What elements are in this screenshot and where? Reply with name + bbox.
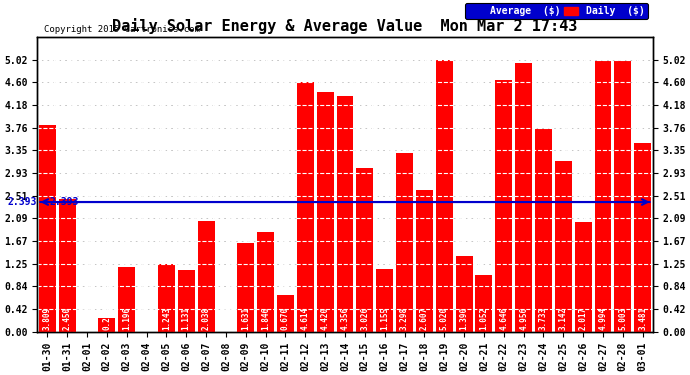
Text: 5.020: 5.020 — [440, 306, 449, 330]
Text: 4.420: 4.420 — [321, 306, 330, 330]
Text: 0.248: 0.248 — [102, 306, 111, 330]
Bar — [257, 232, 274, 332]
Bar — [515, 63, 532, 332]
Bar — [535, 129, 552, 332]
Bar — [237, 243, 254, 332]
Text: 1.052: 1.052 — [480, 306, 489, 330]
Bar — [575, 222, 591, 332]
Text: 2.017: 2.017 — [579, 306, 588, 330]
Text: 4.356: 4.356 — [340, 306, 350, 330]
Text: 1.243: 1.243 — [162, 306, 171, 330]
Text: 4.994: 4.994 — [598, 306, 607, 330]
Bar — [337, 96, 353, 332]
Bar — [178, 270, 195, 332]
Bar — [436, 60, 453, 332]
Bar — [376, 269, 393, 332]
Text: 1.846: 1.846 — [261, 306, 270, 330]
Bar — [495, 80, 512, 332]
Text: 2.393: 2.393 — [50, 197, 79, 207]
Text: 3.142: 3.142 — [559, 306, 568, 330]
Text: 1.196: 1.196 — [122, 306, 131, 330]
Bar — [297, 82, 314, 332]
Text: 0.670: 0.670 — [281, 306, 290, 330]
Bar — [59, 199, 76, 332]
Bar — [39, 125, 56, 332]
Bar — [475, 275, 493, 332]
Text: 0.000: 0.000 — [142, 306, 151, 330]
Bar — [416, 190, 433, 332]
Text: 1.155: 1.155 — [380, 306, 389, 330]
Text: 4.646: 4.646 — [500, 306, 509, 330]
Bar — [357, 168, 373, 332]
Bar — [595, 61, 611, 332]
Text: 1.131: 1.131 — [181, 306, 190, 330]
Text: 2.038: 2.038 — [201, 306, 210, 330]
Bar — [614, 60, 631, 332]
Text: 2.607: 2.607 — [420, 306, 429, 330]
Text: 0.000: 0.000 — [221, 306, 230, 330]
Bar — [396, 153, 413, 332]
Text: 4.614: 4.614 — [301, 306, 310, 330]
Text: 2.450: 2.450 — [63, 306, 72, 330]
Text: 4.956: 4.956 — [519, 306, 528, 330]
Bar — [197, 221, 215, 332]
Text: 3.809: 3.809 — [43, 306, 52, 330]
Text: 5.003: 5.003 — [618, 306, 627, 330]
Text: Copyright 2015 Cartronics.com: Copyright 2015 Cartronics.com — [43, 25, 199, 34]
Bar — [118, 267, 135, 332]
Bar — [158, 264, 175, 332]
Bar — [455, 256, 473, 332]
Text: 2.393: 2.393 — [7, 197, 37, 207]
Bar — [277, 296, 294, 332]
Text: 0.000: 0.000 — [83, 306, 92, 330]
Text: 3.733: 3.733 — [539, 306, 548, 330]
Text: 1.390: 1.390 — [460, 306, 469, 330]
Bar — [317, 92, 333, 332]
Bar — [555, 161, 572, 332]
Bar — [99, 318, 115, 332]
Title: Daily Solar Energy & Average Value  Mon Mar 2 17:43: Daily Solar Energy & Average Value Mon M… — [112, 18, 578, 34]
Legend: Average  ($), Daily  ($): Average ($), Daily ($) — [465, 3, 648, 19]
Text: 3.026: 3.026 — [360, 306, 369, 330]
Text: 3.298: 3.298 — [400, 306, 409, 330]
Text: 3.481: 3.481 — [638, 306, 647, 330]
Bar — [634, 143, 651, 332]
Text: 1.631: 1.631 — [241, 306, 250, 330]
